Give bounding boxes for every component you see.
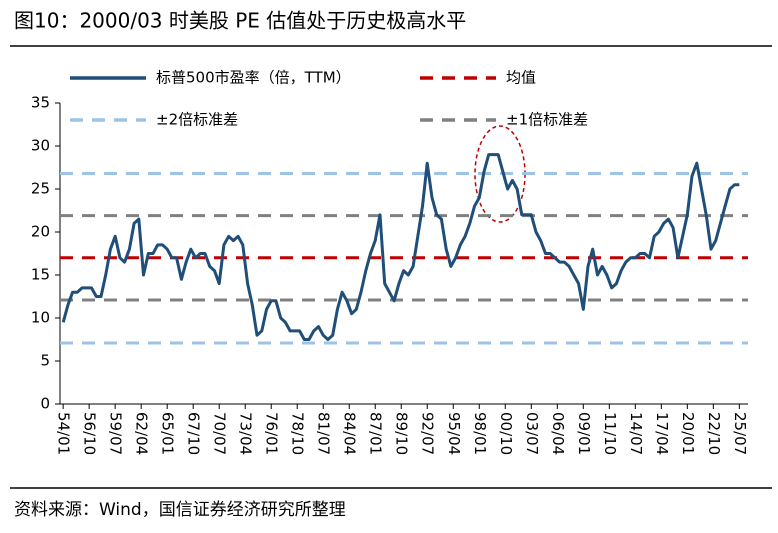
x-tick-label: 25/07: [731, 412, 749, 455]
x-tick-label: 56/10: [81, 412, 99, 455]
y-tick-label: 0: [40, 395, 50, 413]
x-tick-label: 00/10: [497, 412, 515, 455]
x-tick-label: 92/07: [419, 412, 437, 455]
legend-label: 标普500市盈率（倍，TTM）: [156, 69, 351, 87]
x-tick-label: 73/04: [237, 412, 255, 455]
x-tick-label: 09/01: [575, 412, 593, 455]
x-tick-label: 22/10: [705, 412, 723, 455]
x-tick-label: 87/01: [367, 412, 385, 455]
legend-label: ±1倍标准差: [506, 111, 588, 129]
pe-line: [61, 153, 740, 341]
source-note: 资料来源：Wind，国信证券经济研究所整理: [14, 500, 346, 520]
y-tick-label: 10: [31, 309, 50, 327]
x-tick-label: 03/07: [523, 412, 541, 455]
chart-title: 图10：2000/03 时美股 PE 估值处于历史极高水平: [14, 9, 466, 33]
x-tick-label: 59/07: [107, 412, 125, 455]
x-tick-label: 95/04: [445, 412, 463, 455]
x-tick-label: 89/10: [393, 412, 411, 455]
x-tick-label: 11/10: [601, 412, 619, 455]
legend-label: ±2倍标准差: [156, 111, 238, 129]
x-tick-label: 70/07: [211, 412, 229, 455]
x-tick-label: 20/01: [679, 412, 697, 455]
x-tick-label: 17/04: [653, 412, 671, 455]
y-tick-label: 25: [31, 180, 50, 198]
y-tick-label: 20: [31, 223, 50, 241]
x-tick-label: 67/10: [185, 412, 203, 455]
y-tick-label: 5: [40, 352, 50, 370]
legend-label: 均值: [506, 69, 536, 87]
x-tick-label: 76/01: [263, 412, 281, 455]
x-tick-label: 06/04: [549, 412, 567, 455]
x-tick-label: 81/07: [315, 412, 333, 455]
x-tick-label: 62/04: [133, 412, 151, 455]
y-tick-label: 35: [31, 94, 50, 112]
y-tick-label: 15: [31, 266, 50, 284]
x-tick-label: 65/01: [159, 412, 177, 455]
x-tick-label: 54/01: [55, 412, 73, 455]
x-tick-label: 84/04: [341, 412, 359, 455]
x-tick-label: 78/10: [289, 412, 307, 455]
x-tick-label: 98/01: [471, 412, 489, 455]
x-tick-label: 14/07: [627, 412, 645, 455]
y-tick-label: 30: [31, 137, 50, 155]
